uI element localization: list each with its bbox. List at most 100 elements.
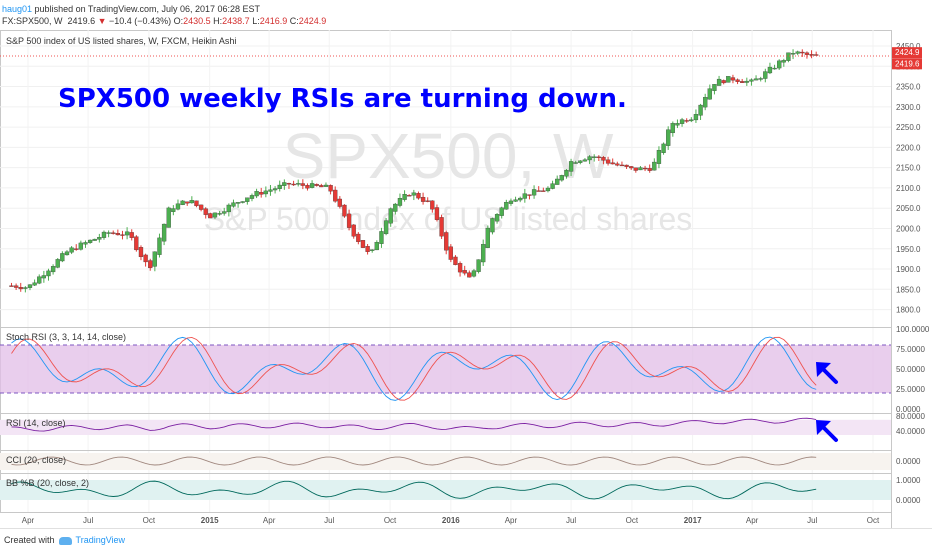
- candle-body: [23, 287, 28, 289]
- annotation-text[interactable]: SPX500 weekly RSIs are turning down.: [58, 84, 627, 114]
- candle-body: [679, 119, 685, 124]
- author-link[interactable]: haug01: [2, 4, 33, 14]
- candle-body: [564, 170, 569, 177]
- candle-body: [314, 184, 319, 186]
- candle-body: [388, 208, 393, 224]
- candle-body: [430, 200, 435, 210]
- candle-body: [64, 251, 70, 256]
- price-tick-label: 2250.0: [896, 123, 921, 132]
- candle-body: [231, 202, 236, 207]
- time-tick-label: Apr: [22, 516, 35, 525]
- candle-body: [615, 163, 620, 166]
- publish-line: haug01 published on TradingView.com, Jul…: [2, 4, 260, 14]
- candle-body: [568, 161, 574, 172]
- price-tag-box: [892, 58, 922, 70]
- candle-body: [27, 284, 33, 288]
- candle-body: [296, 183, 301, 185]
- indicator-lines: [11, 336, 817, 500]
- candle-body: [333, 189, 338, 202]
- candle-body: [777, 60, 782, 69]
- time-tick-label: 2017: [684, 516, 702, 525]
- candle-body: [323, 184, 329, 187]
- tradingview-link[interactable]: TradingView: [75, 535, 126, 545]
- candle-body: [291, 183, 296, 186]
- candle-body: [328, 185, 333, 192]
- indicator-tick-label: 0.0000: [896, 457, 921, 466]
- high-value: 2438.7: [222, 16, 250, 26]
- candle-body: [522, 193, 527, 199]
- candle-body: [180, 200, 185, 206]
- candle-body: [800, 51, 805, 54]
- bb-pane-legend[interactable]: BB %B (20, close, 2): [6, 478, 89, 488]
- candle-body: [189, 200, 194, 204]
- candle-body: [356, 233, 361, 242]
- candle-body: [342, 204, 347, 217]
- candle-body: [87, 239, 93, 243]
- candle-body: [550, 183, 555, 189]
- low-value: 2416.9: [259, 16, 288, 26]
- candle-body: [41, 275, 47, 279]
- candle-body: [124, 231, 130, 236]
- candle-body: [46, 270, 51, 277]
- candle-body: [578, 160, 583, 163]
- rsi-pane-legend[interactable]: RSI (14, close): [6, 418, 66, 428]
- candle-body: [245, 197, 250, 202]
- candle-body: [707, 88, 712, 100]
- candle-body: [726, 76, 731, 83]
- price-tick-label: 2300.0: [896, 103, 921, 112]
- candle-body: [541, 190, 546, 192]
- candle-body: [471, 270, 477, 277]
- time-tick-label: Oct: [626, 516, 639, 525]
- stoch-pane-legend[interactable]: Stoch RSI (3, 3, 14, 14, close): [6, 332, 126, 342]
- time-axis[interactable]: Apr Jul Oct 2015 Apr Jul Oct 2016 Apr Jul Oct 2017 A…: [22, 516, 880, 525]
- indicator-tick-label: 25.0000: [896, 385, 925, 394]
- candle-body: [573, 162, 578, 164]
- candle-body: [814, 54, 819, 56]
- candle-body: [619, 164, 625, 167]
- rsi-line: [11, 417, 817, 432]
- blue-arrowhead-icon: [816, 420, 831, 435]
- candle-body: [476, 259, 481, 272]
- time-tick-label: Apr: [263, 516, 276, 525]
- price-axis[interactable]: 2450.02400.02350.02300.02250.02200.02150…: [896, 42, 930, 505]
- candle-body: [115, 232, 121, 236]
- candle-body: [194, 200, 199, 207]
- price-tick-label: 2200.0: [896, 143, 921, 152]
- price-tick-label: 2350.0: [896, 83, 921, 92]
- indicator-tick-label: 0.0000: [896, 405, 921, 414]
- candle-body: [790, 53, 796, 55]
- candle-body: [18, 287, 23, 290]
- candle-body: [351, 224, 356, 237]
- blue-arrowhead-icon: [816, 362, 831, 377]
- candle-body: [74, 248, 79, 250]
- candle-body: [703, 97, 708, 108]
- candle-body: [60, 253, 65, 262]
- low-label: L:: [252, 16, 260, 26]
- candle-body: [370, 249, 375, 251]
- last-price: 2419.6: [67, 16, 96, 26]
- time-tick-label: 2016: [442, 516, 460, 525]
- indicator-tick-label: 75.0000: [896, 345, 925, 354]
- candle-body: [545, 187, 551, 192]
- cci-line: [11, 456, 817, 466]
- candle-body: [337, 198, 342, 207]
- price-tick-label: 1900.0: [896, 265, 921, 274]
- candle-body: [272, 188, 278, 191]
- candle-body: [716, 78, 722, 86]
- watermark-description: S&P 500 index of US listed shares: [204, 201, 693, 237]
- candle-body: [9, 285, 14, 287]
- candle-body: [101, 231, 107, 238]
- candle-body: [300, 183, 305, 186]
- candle-body: [78, 242, 84, 250]
- cci-pane-legend[interactable]: CCI (20, close): [6, 455, 66, 465]
- high-label: H:: [213, 16, 223, 26]
- candle-body: [171, 208, 176, 212]
- price-tick-label: 2450.0: [896, 42, 921, 51]
- candle-body: [286, 182, 292, 185]
- candle-body: [795, 51, 800, 54]
- price-tag-box: [892, 47, 922, 59]
- main-pane-legend[interactable]: S&P 500 index of US listed shares, W, FX…: [6, 36, 236, 46]
- candle-body: [217, 213, 222, 215]
- candle-body: [439, 217, 444, 237]
- chart-canvas[interactable]: SPX500, W S&P 500 index of US listed sha…: [0, 30, 932, 528]
